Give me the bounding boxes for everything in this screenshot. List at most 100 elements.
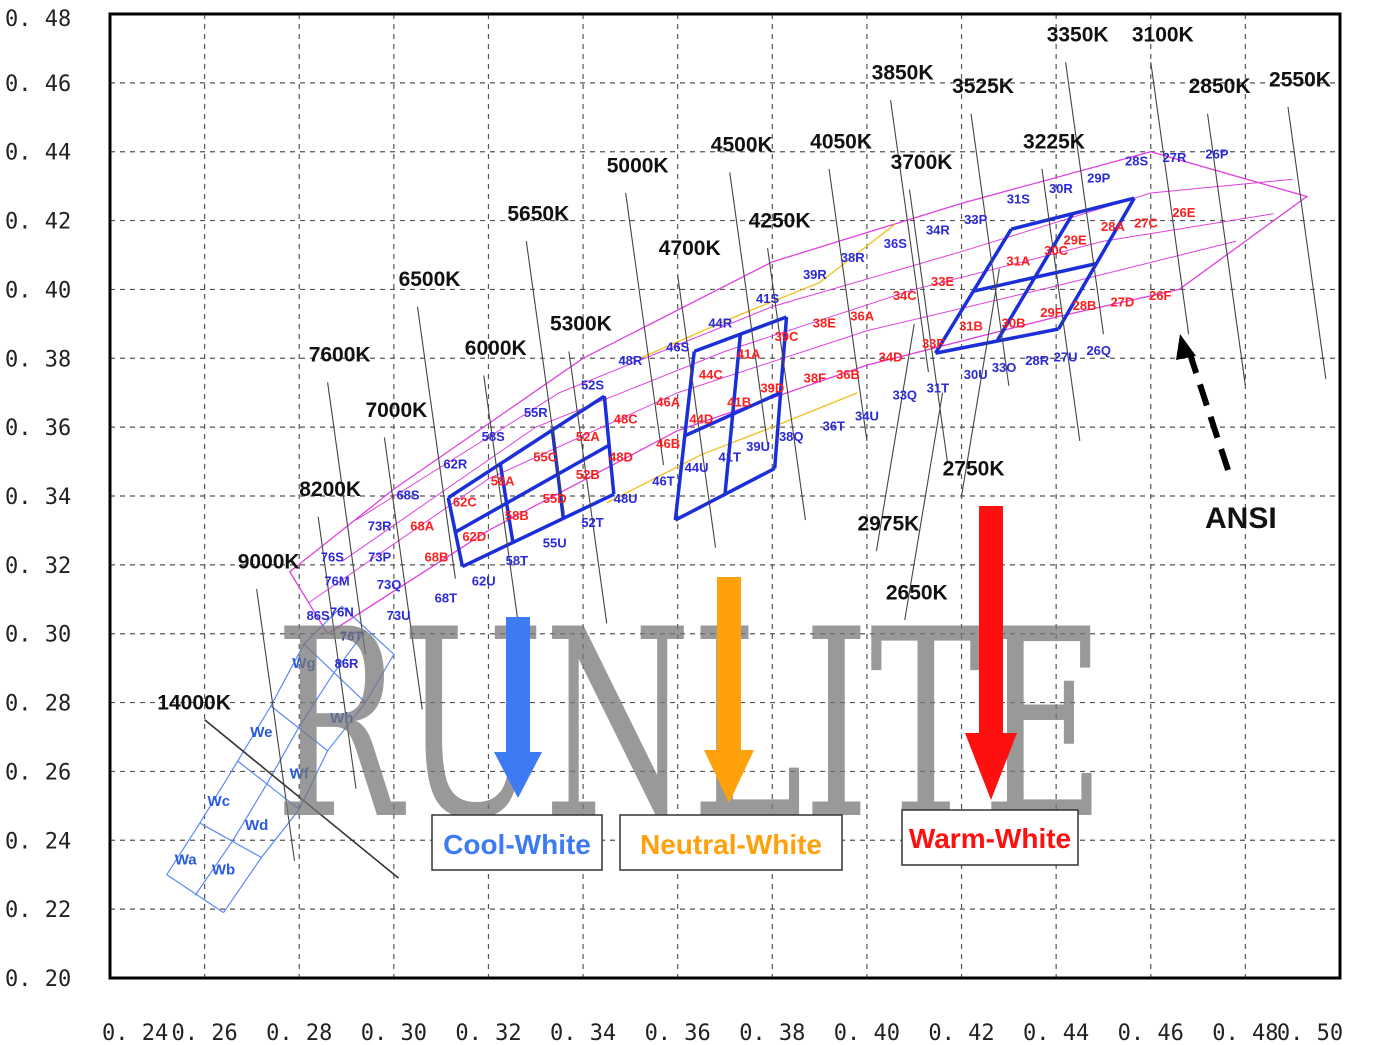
cct-label: 6000K <box>465 337 527 360</box>
cct-isoline <box>970 113 1010 386</box>
bin-label-red: 48C <box>614 412 638 427</box>
bin-label-w: Wg <box>292 655 315 672</box>
bin-label-red: 62D <box>462 529 486 544</box>
bin-label-red: 27C <box>1134 215 1158 230</box>
cool-white-arrow <box>494 617 542 798</box>
w-bin-gridline <box>194 629 366 896</box>
bin-label-blue: 39U <box>746 439 770 454</box>
y-tick-label: 0. 36 <box>5 416 71 441</box>
bin-label-blue: 27R <box>1162 150 1186 165</box>
bin-label-blue: 76T <box>340 629 362 644</box>
ansi-band-curve <box>341 213 1274 562</box>
bin-label-blue: 33Q <box>892 388 917 403</box>
cct-label: 2550K <box>1269 68 1331 91</box>
bin-label-blue: 55U <box>543 536 567 551</box>
axis-ticks: 0. 24 0. 26 0. 28 0. 30 0. 32 0. 34 0. 36 0. 38… <box>5 7 1343 1045</box>
bin-label-blue: 62U <box>472 574 496 589</box>
bin-label-blue: 55R <box>524 405 548 420</box>
warm-white-bin-grid <box>1010 196 1135 231</box>
bin-label-red: 28B <box>1073 298 1097 313</box>
legend-cool-white: Cool-White <box>431 814 603 871</box>
bin-label-blue: 39R <box>803 267 827 282</box>
legend-neutral-white: Neutral-White <box>619 814 843 871</box>
bin-label-blue: 73U <box>387 608 411 623</box>
bin-label-blue: 46S <box>666 339 689 354</box>
cct-isoline <box>327 382 367 655</box>
cct-label: 3225K <box>1023 130 1085 153</box>
bin-label-w: Wh <box>330 710 353 727</box>
cct-isoline <box>908 189 948 462</box>
w-bin-gridline <box>341 605 395 655</box>
bin-label-red: 55C <box>533 450 557 465</box>
cct-label: 6500K <box>399 268 461 291</box>
cct-label: 5650K <box>507 203 569 226</box>
warm-white-bin-grid <box>1057 197 1136 330</box>
bin-label-red: 52A <box>576 429 600 444</box>
neutral-white-arrow <box>704 577 754 803</box>
bin-label-blue: 76N <box>330 605 354 620</box>
cct-label: 14000K <box>157 691 231 714</box>
cct-label: 3700K <box>891 151 953 174</box>
x-tick-label: 0. 50 <box>1277 1021 1343 1045</box>
cct-isoline <box>625 192 665 466</box>
warm-white-arrow <box>965 506 1017 800</box>
bin-label-red: 39C <box>775 329 799 344</box>
cool-white-bin-grid <box>461 492 615 569</box>
bin-label-red: 39D <box>760 381 784 396</box>
bin-label-red: 33E <box>931 274 954 289</box>
x-tick-label: 0. 24 <box>102 1021 168 1045</box>
bin-label-blue: 38R <box>841 250 865 265</box>
cct-label: 4250K <box>749 209 811 232</box>
bin-label-red: 31A <box>1006 253 1030 268</box>
cct-isoline <box>828 168 868 441</box>
bin-label-w: We <box>250 724 272 741</box>
cct-isoline <box>1206 113 1246 386</box>
legend-cool-white-label: Cool-White <box>443 829 591 860</box>
bin-label-blue: 30U <box>964 367 988 382</box>
bin-label-blue: 26P <box>1205 147 1228 162</box>
bin-label-blue: 44U <box>685 460 709 475</box>
x-tick-label: 0. 46 <box>1118 1021 1184 1045</box>
cct-label: 5000K <box>607 154 669 177</box>
cct-label: 2975K <box>857 512 919 535</box>
cct-isoline <box>317 516 357 789</box>
y-tick-label: 0. 32 <box>5 554 71 579</box>
x-tick-label: 0. 42 <box>928 1021 994 1045</box>
bin-label-red: 38E <box>813 315 836 330</box>
isoline-14000k <box>204 719 400 879</box>
bin-label-w: Wd <box>245 817 268 834</box>
x-tick-label: 0. 38 <box>739 1021 805 1045</box>
cct-label: 9000K <box>238 550 300 573</box>
neutral-white-bin-grid <box>693 315 788 354</box>
ansi-label: ANSI <box>1205 502 1277 535</box>
bin-label-w: Wa <box>175 851 198 868</box>
w-bin-gridline <box>223 654 395 913</box>
bin-label-blue: 76M <box>324 574 349 589</box>
cct-label: 2650K <box>886 581 948 604</box>
bin-label-red: 29F <box>1040 305 1062 320</box>
bin-label-red: 68B <box>424 549 448 564</box>
bin-label-blue: 28R <box>1025 353 1049 368</box>
bin-label-red: 30B <box>1002 315 1026 330</box>
bin-label-red: 31B <box>959 319 983 334</box>
bin-label-w: Wc <box>208 793 231 810</box>
legend-neutral-white-label: Neutral-White <box>640 829 822 860</box>
cct-isolines <box>256 62 1327 862</box>
cct-isoline <box>525 241 565 514</box>
bin-label-red: 28A <box>1101 219 1125 234</box>
cct-label: 7600K <box>309 344 371 367</box>
legend-warm-white: Warm-White <box>901 809 1079 866</box>
bin-label-red: 34C <box>893 288 917 303</box>
y-tick-label: 0. 38 <box>5 347 71 372</box>
bin-label-blue: 34R <box>926 222 950 237</box>
bin-label-blue: 44R <box>708 315 732 330</box>
bin-label-red: 62C <box>453 494 477 509</box>
cct-label: 3525K <box>952 75 1014 98</box>
cct-labels: 14000K 9000K 8200K 7600K 7000K 6500K 6000K 5650… <box>157 24 1331 715</box>
y-tick-label: 0. 30 <box>5 623 71 648</box>
bin-label-blue: 29P <box>1087 171 1110 186</box>
y-tick-label: 0. 48 <box>5 7 71 32</box>
bin-label-blue: 41S <box>756 291 779 306</box>
cct-label: 3100K <box>1132 24 1194 47</box>
